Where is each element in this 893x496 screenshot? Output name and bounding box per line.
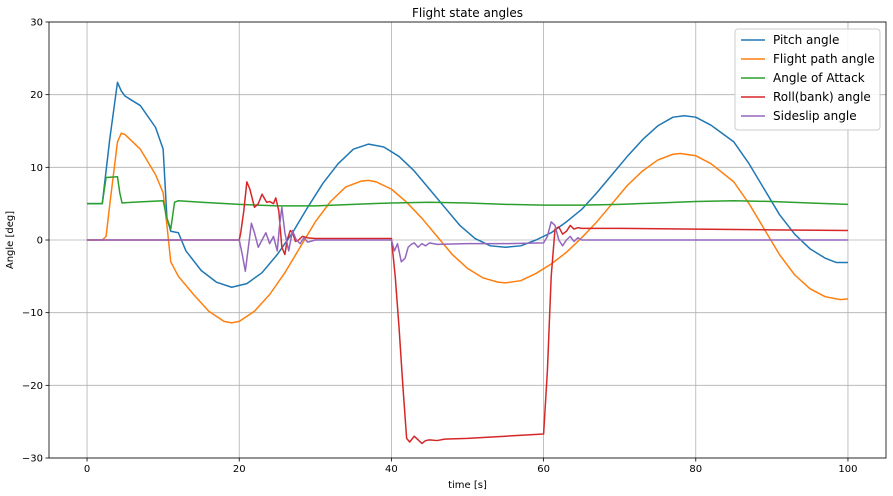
- y-tick-label: −30: [22, 454, 43, 465]
- x-axis-label: time [s]: [448, 480, 487, 491]
- legend-label: Angle of Attack: [773, 71, 865, 85]
- x-tick-label: 100: [838, 464, 857, 475]
- legend-label: Sideslip angle: [773, 109, 857, 123]
- legend-box: [734, 28, 881, 131]
- legend: Pitch angle Flight path angle Angle of Att…: [734, 28, 881, 131]
- series-lines: [87, 81, 849, 445]
- y-tick-label: −10: [22, 308, 43, 319]
- series-line-flight-path-angle: [87, 132, 849, 324]
- y-tick-label: 0: [37, 236, 43, 247]
- x-tick-label: 60: [537, 464, 550, 475]
- plot-frame: [48, 21, 887, 459]
- chart-title: Flight state angles: [412, 6, 523, 20]
- x-tick-label: 80: [689, 464, 702, 475]
- legend-label: Pitch angle: [773, 33, 839, 47]
- legend-label: Roll(bank) angle: [773, 90, 871, 104]
- ticks: 0 20 40 60 80 100 −30 −20 −10 0 10 20 30: [22, 18, 858, 476]
- x-tick-label: 20: [233, 464, 246, 475]
- y-axis-label: Angle [deg]: [5, 211, 16, 269]
- series-line-roll-bank-angle: [87, 181, 848, 445]
- series-line-sideslip-angle: [87, 206, 848, 272]
- y-tick-label: 30: [30, 18, 43, 29]
- y-tick-label: 10: [30, 163, 43, 174]
- y-tick-label: 20: [30, 90, 43, 101]
- legend-label: Flight path angle: [773, 52, 875, 66]
- x-tick-label: 0: [84, 464, 90, 475]
- x-tick-label: 40: [385, 464, 398, 475]
- y-tick-label: −20: [22, 381, 43, 392]
